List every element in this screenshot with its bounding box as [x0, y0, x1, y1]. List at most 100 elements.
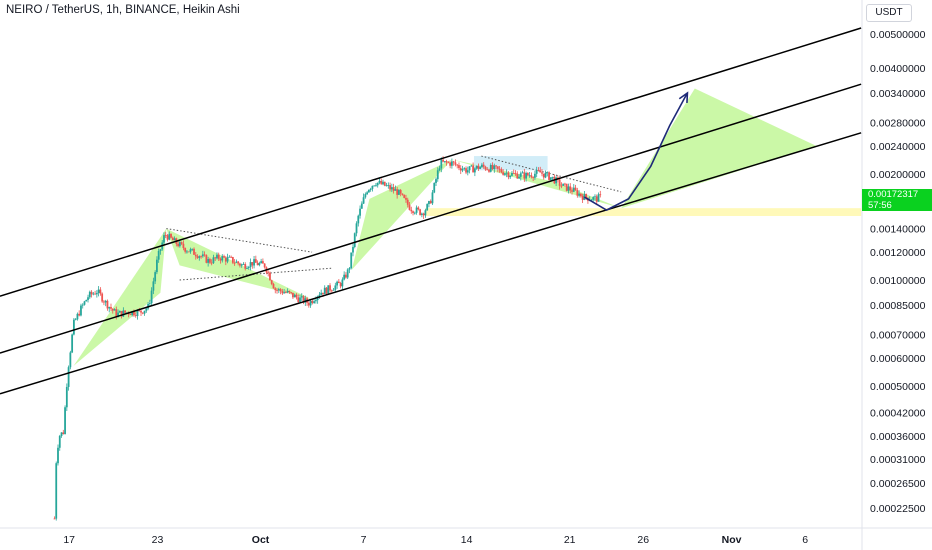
- candle-body-296: [576, 190, 579, 196]
- y-tick-label-16: 0.00031000: [870, 454, 926, 466]
- candle-body-152: [322, 292, 324, 295]
- candle-body-210: [424, 210, 427, 216]
- candle-body-3: [58, 436, 61, 448]
- candle-body-237: [472, 165, 475, 173]
- candle-body-109: [246, 268, 248, 269]
- candle-body-50: [141, 312, 144, 314]
- candle-body-175: [362, 197, 365, 204]
- candle-body-27: [101, 293, 104, 302]
- candle-body-254: [502, 172, 505, 175]
- candle-body-35: [115, 309, 118, 317]
- y-tick-label-8: 0.00120000: [870, 247, 926, 259]
- projection-arrowhead: [678, 91, 689, 103]
- candle-body-199: [405, 197, 407, 200]
- candle-body-101: [231, 257, 234, 263]
- candle-body-159: [334, 285, 337, 290]
- candle-body-183: [376, 182, 379, 186]
- candle-body-259: [511, 172, 513, 176]
- candle-body-119: [263, 263, 266, 268]
- candle-body-227: [454, 162, 457, 165]
- candle-body-194: [396, 189, 399, 195]
- candle-body-122: [269, 272, 271, 281]
- candle-body-125: [274, 288, 277, 291]
- candle-body-108: [244, 264, 247, 269]
- candle-body-250: [495, 165, 497, 167]
- candle-body-7: [65, 386, 68, 408]
- dotted-trendline-1: [166, 228, 313, 253]
- candle-body-308: [597, 194, 600, 202]
- candle-body-55: [150, 290, 153, 304]
- candle-body-274: [537, 169, 540, 171]
- candle-body-292: [569, 186, 572, 191]
- candle-body-21: [90, 291, 93, 295]
- bar-countdown: 57:56: [868, 199, 892, 211]
- candle-body-46: [134, 315, 137, 317]
- candle-body-128: [279, 289, 282, 292]
- candle-body-58: [156, 259, 158, 273]
- x-tick-label-5: 14: [461, 534, 473, 546]
- candle-body-288: [562, 183, 565, 186]
- currency-button[interactable]: USDT: [866, 4, 912, 22]
- candle-body-185: [380, 180, 383, 185]
- candle-body-277: [542, 173, 545, 178]
- candle-body-286: [558, 179, 561, 186]
- candle-body-189: [387, 185, 390, 186]
- candle-body-179: [369, 188, 372, 190]
- candle-body-52: [145, 308, 148, 311]
- candle-body-23: [94, 293, 96, 295]
- candle-body-209: [422, 213, 425, 216]
- candle-body-202: [410, 209, 413, 212]
- candle-body-26: [99, 289, 102, 294]
- candle-body-19: [87, 297, 89, 300]
- candle-body-90: [212, 257, 215, 263]
- candle-body-31: [108, 306, 111, 309]
- candle-body-145: [309, 300, 312, 306]
- candle-body-299: [581, 196, 584, 200]
- candle-body-252: [498, 168, 501, 170]
- candle-body-22: [92, 293, 95, 295]
- candle-body-48: [138, 310, 141, 312]
- candle-body-93: [217, 254, 220, 259]
- candle-body-158: [332, 289, 335, 291]
- candle-body-153: [323, 287, 326, 295]
- candle-body-249: [493, 165, 496, 170]
- candle-body-130: [283, 292, 285, 294]
- candle-body-155: [327, 285, 330, 294]
- price-axis[interactable]: 0.00500000 0.00400000 0.00340000 0.00280000…: [870, 29, 926, 515]
- candle-body-171: [355, 223, 358, 234]
- candle-body-115: [256, 262, 259, 266]
- candle-body-217: [436, 170, 439, 180]
- y-tick-label-6: 0.00200000: [870, 169, 926, 181]
- candle-body-245: [486, 169, 489, 171]
- candle-body-213: [429, 201, 432, 204]
- candle-body-278: [544, 172, 547, 178]
- channel-line-3: [0, 132, 862, 395]
- candle-body-139: [299, 297, 301, 302]
- candle-body-64: [166, 235, 169, 240]
- candle-body-229: [458, 165, 460, 169]
- candle-body-18: [85, 299, 88, 302]
- candle-body-127: [277, 289, 280, 291]
- candle-body-157: [330, 290, 333, 292]
- candle-body-78: [191, 248, 194, 250]
- time-axis[interactable]: 17 23 Oct 7 14 21 26 Nov 6: [63, 534, 808, 546]
- candle-body-243: [482, 164, 485, 167]
- candle-body-106: [240, 264, 243, 266]
- candle-body-221: [443, 161, 446, 162]
- candle-body-168: [350, 252, 353, 269]
- candle-body-180: [371, 185, 374, 189]
- candle-body-124: [272, 283, 275, 289]
- candle-body-263: [518, 176, 520, 179]
- candle-body-147: [313, 301, 316, 303]
- candle-body-51: [143, 310, 146, 314]
- candle-body-137: [295, 294, 298, 298]
- candle-body-132: [286, 290, 289, 293]
- candle-body-97: [224, 257, 227, 262]
- candle-body-169: [352, 246, 354, 253]
- candle-body-262: [516, 173, 519, 179]
- candle-body-105: [239, 263, 241, 266]
- candle-body-236: [470, 165, 473, 167]
- candle-body-80: [194, 254, 197, 257]
- candle-body-160: [336, 281, 338, 286]
